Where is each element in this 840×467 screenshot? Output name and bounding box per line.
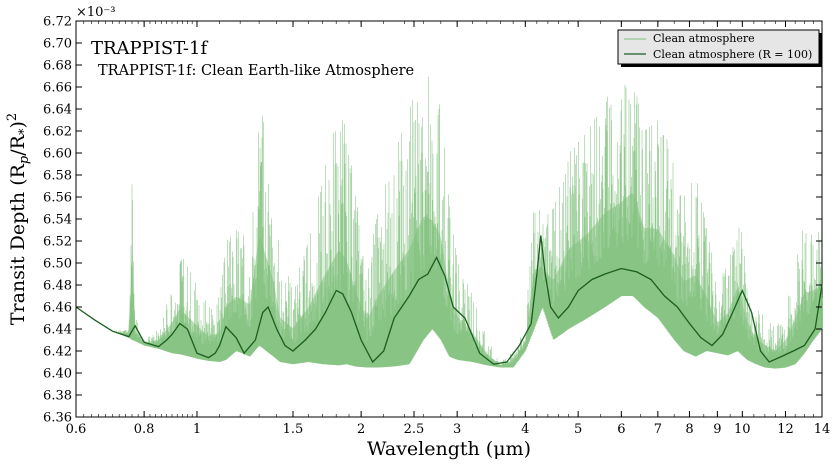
x-tick-label: 2 (357, 422, 365, 437)
y-axis-ticks: 6.36 6.38 6.40 6.42 6.44 6.46 6.48 6.50 6.52 6.54… (43, 15, 822, 426)
legend-label-high-res: Clean atmosphere (653, 32, 755, 45)
legend-label-binned: Clean atmosphere (R = 100) (653, 48, 812, 61)
y-tick-label: 6.38 (43, 389, 72, 404)
y-tick-label: 6.52 (43, 235, 72, 250)
y-tick-label: 6.68 (43, 59, 72, 74)
legend-box (617, 29, 820, 65)
x-tick-label: 7 (654, 422, 662, 437)
y-tick-label: 6.36 (43, 411, 72, 426)
x-tick-label: 5 (574, 422, 582, 437)
y-tick-label: 6.56 (43, 191, 72, 206)
y-tick-label: 6.66 (43, 81, 72, 96)
y-tick-label: 6.48 (43, 279, 72, 294)
panel-label: TRAPPIST-1f (91, 38, 208, 59)
x-tick-label: 8 (685, 422, 693, 437)
x-tick-label: 1.5 (283, 422, 304, 437)
x-tick-label: 10 (734, 422, 751, 437)
plot-frame (75, 20, 823, 418)
x-tick-label: 9 (713, 422, 721, 437)
x-tick-label: 0.8 (134, 422, 155, 437)
y-axis-title: Transit Depth (Rp/R*)2 (5, 113, 32, 325)
legend: Clean atmosphere Clean atmosphere (R = 1… (617, 29, 822, 67)
x-tick-label: 1 (193, 422, 201, 437)
y-tick-label: 6.58 (43, 169, 72, 184)
x-axis-ticks: 0.6 0.8 1 1.5 2 2.5 3 4 5 6 7 8 9 10 12 14 (66, 21, 831, 437)
y-tick-label: 6.54 (43, 213, 72, 228)
y-tick-label: 6.46 (43, 301, 72, 316)
y-tick-label: 6.64 (43, 103, 72, 118)
x-tick-label: 14 (814, 422, 831, 437)
chart-title: TRAPPIST-1f: Clean Earth-like Atmosphere (98, 63, 414, 79)
x-tick-label: 4 (521, 422, 529, 437)
y-tick-label: 6.50 (43, 257, 72, 272)
y-tick-label: 6.60 (43, 147, 72, 162)
x-tick-label: 12 (777, 422, 794, 437)
binned-spectrum-line (75, 235, 823, 365)
x-axis-title: Wavelength (μm) (367, 438, 531, 460)
x-tick-label: 3 (453, 422, 461, 437)
y-tick-label: 6.62 (43, 125, 72, 140)
x-tick-label: 6 (617, 422, 625, 437)
high-res-spectrum-core (76, 192, 822, 369)
plot-area: 0.6 0.8 1 1.5 2 2.5 3 4 5 6 7 8 9 10 12 14 6.36 6.38 6.40… (43, 15, 830, 438)
binned-series-layer (75, 235, 823, 365)
y-tick-label: 6.42 (43, 345, 72, 360)
y-tick-label: 6.70 (43, 37, 72, 52)
y-tick-label: 6.72 (43, 15, 72, 30)
x-tick-label: 2.5 (404, 422, 425, 437)
x-tick-label: 0.6 (66, 422, 87, 437)
y-multiplier-label: ×10⁻³ (76, 5, 116, 20)
y-tick-label: 6.44 (43, 323, 72, 338)
y-tick-label: 6.40 (43, 367, 72, 382)
